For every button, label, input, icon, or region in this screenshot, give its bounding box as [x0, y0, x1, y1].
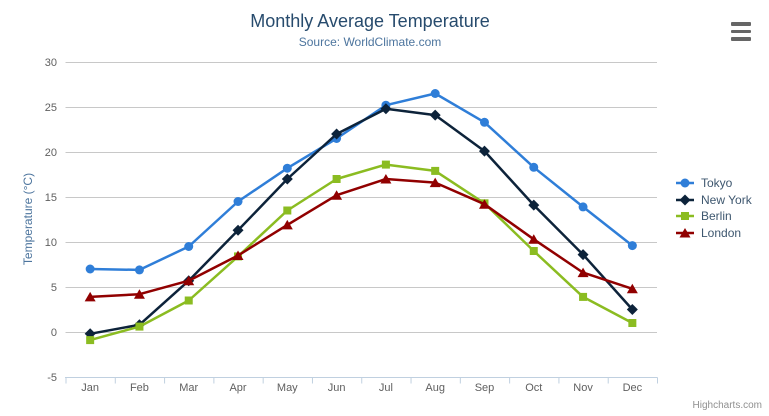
series-line-new-york[interactable]: [88, 107, 634, 336]
legend-label: Tokyo: [701, 176, 733, 191]
data-point-new-york-aug[interactable]: [429, 109, 441, 121]
data-point-new-york-nov[interactable]: [577, 249, 589, 261]
y-axis-label: 15: [45, 192, 57, 204]
data-point-tokyo-may[interactable]: [282, 163, 292, 173]
hamburger-icon: [731, 22, 751, 26]
data-point-berlin-feb[interactable]: [135, 322, 144, 331]
legend-label: New York: [701, 192, 752, 207]
tokyo-legend-marker-icon: [676, 178, 694, 188]
data-point-new-york-sep[interactable]: [478, 145, 490, 157]
legend-label: London: [701, 225, 742, 240]
x-axis-label: Apr: [229, 382, 246, 394]
series-line-tokyo[interactable]: [88, 92, 634, 272]
berlin-legend-marker-icon: [676, 212, 694, 221]
data-point-new-york-apr[interactable]: [232, 224, 244, 236]
y-axis-label: 5: [51, 282, 57, 294]
new-york-legend-marker-icon: [676, 194, 694, 206]
london-legend-marker-icon: [676, 227, 694, 238]
data-point-london-oct[interactable]: [528, 234, 540, 244]
data-point-berlin-jan[interactable]: [86, 336, 95, 345]
x-axis-label: Mar: [179, 382, 198, 394]
data-point-tokyo-sep[interactable]: [479, 117, 489, 127]
chart-title: Monthly Average Temperature: [250, 11, 490, 31]
x-axis-label: Nov: [573, 382, 593, 394]
data-point-london-feb[interactable]: [133, 289, 145, 299]
legend-marker-shape: [679, 194, 691, 206]
data-point-tokyo-feb[interactable]: [134, 265, 144, 275]
data-point-berlin-mar[interactable]: [184, 296, 193, 305]
data-point-london-jul[interactable]: [380, 174, 392, 184]
data-point-new-york-jun[interactable]: [331, 128, 343, 140]
hamburger-icon: [731, 29, 751, 33]
data-point-london-dec[interactable]: [626, 283, 638, 294]
legend-item-new-york[interactable]: New York: [676, 192, 752, 209]
legend: Tokyo New York Berlin London: [676, 175, 752, 241]
export-menu-button[interactable]: [729, 20, 753, 44]
data-point-london-nov[interactable]: [577, 267, 589, 278]
data-point-london-jun[interactable]: [331, 190, 343, 200]
y-axis-label: 10: [45, 237, 57, 249]
x-axis-label: Feb: [130, 382, 149, 394]
x-axis-label: Oct: [525, 382, 542, 394]
y-axis-label: 25: [45, 102, 57, 114]
data-point-tokyo-aug[interactable]: [430, 89, 440, 98]
data-point-tokyo-jan[interactable]: [85, 264, 95, 274]
x-axis-label: Jan: [81, 382, 99, 394]
data-point-tokyo-apr[interactable]: [233, 197, 243, 206]
data-point-london-mar[interactable]: [183, 275, 195, 286]
series-line-berlin[interactable]: [88, 163, 634, 342]
legend-marker-shape: [681, 212, 689, 221]
data-point-london-jan[interactable]: [84, 291, 96, 302]
chart-subtitle: Source: WorldClimate.com: [298, 35, 442, 49]
legend-item-london[interactable]: London: [676, 225, 752, 242]
y-axis-label: -5: [47, 372, 57, 384]
x-axis-label: Dec: [623, 382, 643, 394]
data-point-berlin-may[interactable]: [283, 206, 292, 215]
data-point-berlin-aug[interactable]: [431, 166, 440, 175]
x-axis-label: Jun: [328, 382, 346, 394]
credits-link[interactable]: Highcharts.com: [692, 400, 762, 411]
x-axis-label: Aug: [425, 382, 445, 394]
y-axis-label: 0: [51, 327, 57, 339]
data-point-london-may[interactable]: [281, 219, 293, 230]
hamburger-icon: [731, 37, 751, 41]
data-point-new-york-jul[interactable]: [380, 103, 392, 115]
data-point-london-aug[interactable]: [429, 177, 441, 188]
y-axis-label: 30: [45, 57, 57, 69]
legend-marker-shape: [679, 227, 691, 238]
legend-item-tokyo[interactable]: Tokyo: [676, 175, 752, 192]
y-axis-label: 20: [45, 147, 57, 159]
x-axis-label: Jul: [379, 382, 393, 394]
legend-item-berlin[interactable]: Berlin: [676, 208, 752, 225]
data-point-tokyo-dec[interactable]: [627, 241, 637, 251]
data-point-tokyo-oct[interactable]: [529, 162, 539, 172]
x-axis-label: May: [277, 382, 298, 394]
data-point-new-york-may[interactable]: [281, 173, 293, 185]
data-point-new-york-dec[interactable]: [626, 304, 638, 315]
data-point-berlin-jun[interactable]: [332, 175, 341, 183]
data-point-berlin-nov[interactable]: [579, 292, 588, 301]
data-point-berlin-oct[interactable]: [529, 247, 538, 255]
legend-marker-shape: [680, 178, 690, 188]
data-point-berlin-dec[interactable]: [628, 319, 637, 327]
x-axis-label: Sep: [475, 382, 495, 394]
data-point-tokyo-nov[interactable]: [578, 202, 588, 212]
data-point-tokyo-mar[interactable]: [184, 242, 194, 251]
data-point-berlin-jul[interactable]: [381, 160, 390, 169]
data-point-london-apr[interactable]: [232, 250, 244, 261]
series-line-london[interactable]: [88, 177, 634, 299]
data-point-london-sep[interactable]: [478, 199, 490, 209]
data-point-new-york-oct[interactable]: [528, 199, 540, 211]
legend-label: Berlin: [701, 209, 732, 224]
